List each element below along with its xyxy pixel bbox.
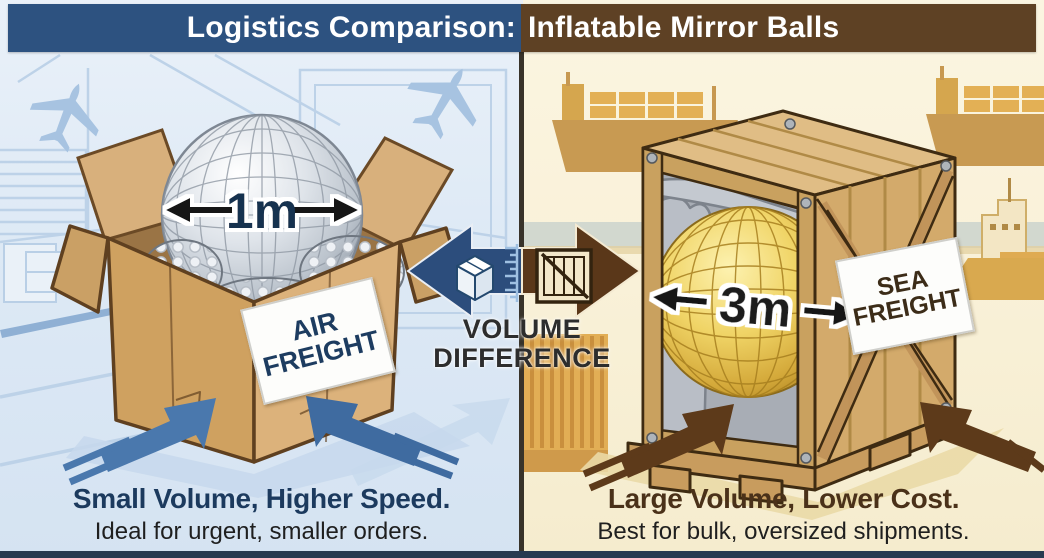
air-caption: Small Volume, Higher Speed. Ideal for ur… <box>0 483 523 546</box>
airplane-icon <box>407 68 477 140</box>
sea-panel-art: 3m <box>523 66 1044 520</box>
sea-headline: Large Volume, Lower Cost. <box>607 483 960 514</box>
ball-diameter-label: 1m <box>166 183 358 239</box>
speed-arrow-icon <box>306 396 460 480</box>
sea-subheadline: Best for bulk, oversized shipments. <box>597 518 970 545</box>
title-banner: Logistics Comparison: Inflatable Mirror … <box>8 4 1036 52</box>
title-left: Logistics Comparison: <box>8 4 521 52</box>
volume-difference-arrows <box>406 223 642 319</box>
air-panel-art: 1m <box>0 53 510 498</box>
svg-text:3m: 3m <box>717 276 794 338</box>
airplane-icon <box>29 83 99 153</box>
ball-diameter-label: 3m <box>652 276 859 338</box>
air-subheadline: Ideal for urgent, smaller orders. <box>94 518 429 545</box>
crate-icon <box>535 248 593 304</box>
bottom-bar <box>0 551 1044 558</box>
container-icon <box>524 334 608 472</box>
speed-arrow-icon <box>920 402 1044 473</box>
volume-difference-label: VOLUME DIFFERENCE <box>392 315 652 373</box>
ruler-icon <box>505 244 519 302</box>
title-right: Inflatable Mirror Balls <box>521 4 1036 52</box>
volume-difference-line1: VOLUME <box>462 314 582 344</box>
speed-arrow-icon <box>582 404 734 492</box>
sea-freight-label-line2: FREIGHT <box>850 283 964 332</box>
speed-arrow-icon <box>62 398 216 486</box>
panel-divider <box>519 48 524 552</box>
sea-caption: Large Volume, Lower Cost. Best for bulk,… <box>523 483 1044 546</box>
volume-difference-line2: DIFFERENCE <box>433 342 611 373</box>
cargo-ship-icon <box>926 66 1044 166</box>
parcel-box-icon <box>456 255 494 301</box>
svg-text:1m: 1m <box>226 183 298 239</box>
air-headline: Small Volume, Higher Speed. <box>72 483 451 514</box>
